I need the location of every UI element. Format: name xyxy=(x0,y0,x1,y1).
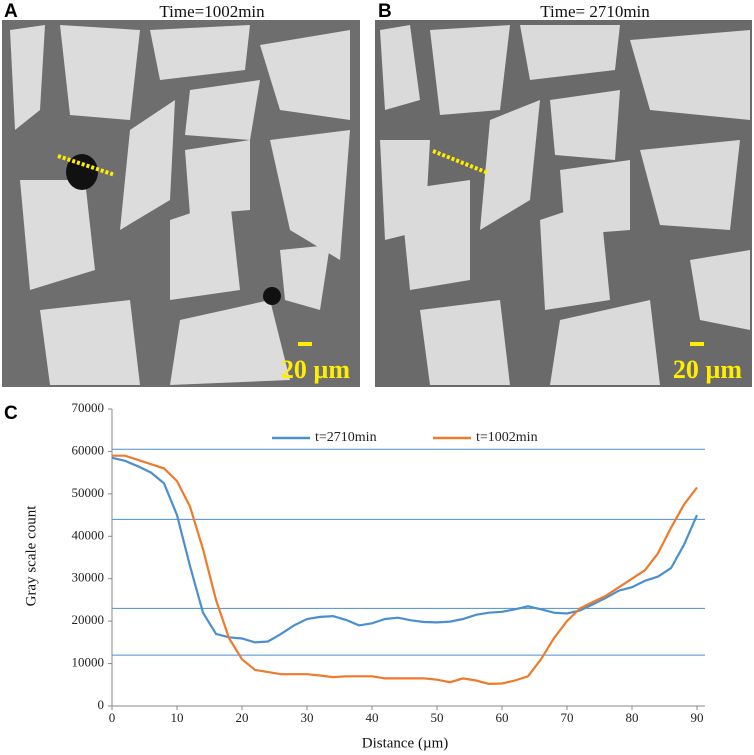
pore xyxy=(66,154,98,190)
x-tick-label: 10 xyxy=(171,710,184,725)
profile-line xyxy=(57,154,116,177)
y-tick-label: 40000 xyxy=(72,527,105,542)
y-tick-label: 20000 xyxy=(72,612,105,627)
y-axis-label: Gray scale count xyxy=(23,505,39,607)
micrograph-a xyxy=(2,20,360,387)
panel-letter: B xyxy=(378,1,392,22)
x-axis-label: Distance (µm) xyxy=(362,735,449,751)
legend-label: t=1002min xyxy=(476,430,538,445)
x-tick-label: 60 xyxy=(496,710,509,725)
panel-letter: A xyxy=(4,1,18,22)
series-line xyxy=(112,454,698,686)
micrograph-b xyxy=(375,20,752,387)
x-tick-label: 20 xyxy=(236,710,249,725)
grains xyxy=(380,25,750,385)
scale-label: 20 µm xyxy=(281,355,350,384)
caption: Time= 2710min xyxy=(540,2,650,21)
x-tick-label: 0 xyxy=(109,710,116,725)
scale-bar xyxy=(690,342,704,346)
x-tick-label: 40 xyxy=(366,710,379,725)
panel-letter: C xyxy=(4,403,18,424)
caption: Time=1002min xyxy=(159,2,265,21)
x-tick-label: 50 xyxy=(431,710,444,725)
pore xyxy=(263,287,281,305)
legend-label: t=2710min xyxy=(315,430,377,445)
y-tick-label: 10000 xyxy=(72,655,105,670)
x-tick-label: 90 xyxy=(691,710,704,725)
series-line xyxy=(111,456,699,644)
y-tick-label: 50000 xyxy=(72,485,105,500)
x-tick-label: 70 xyxy=(561,710,574,725)
grains xyxy=(10,25,350,385)
x-tick-label: 80 xyxy=(626,710,639,725)
scale-bar xyxy=(298,342,312,346)
scale-label: 20 µm xyxy=(673,355,742,384)
x-tick-label: 30 xyxy=(301,710,314,725)
y-tick-label: 70000 xyxy=(72,400,105,415)
y-tick-label: 0 xyxy=(98,697,105,712)
y-tick-label: 60000 xyxy=(72,442,105,457)
y-tick-label: 30000 xyxy=(72,570,105,585)
